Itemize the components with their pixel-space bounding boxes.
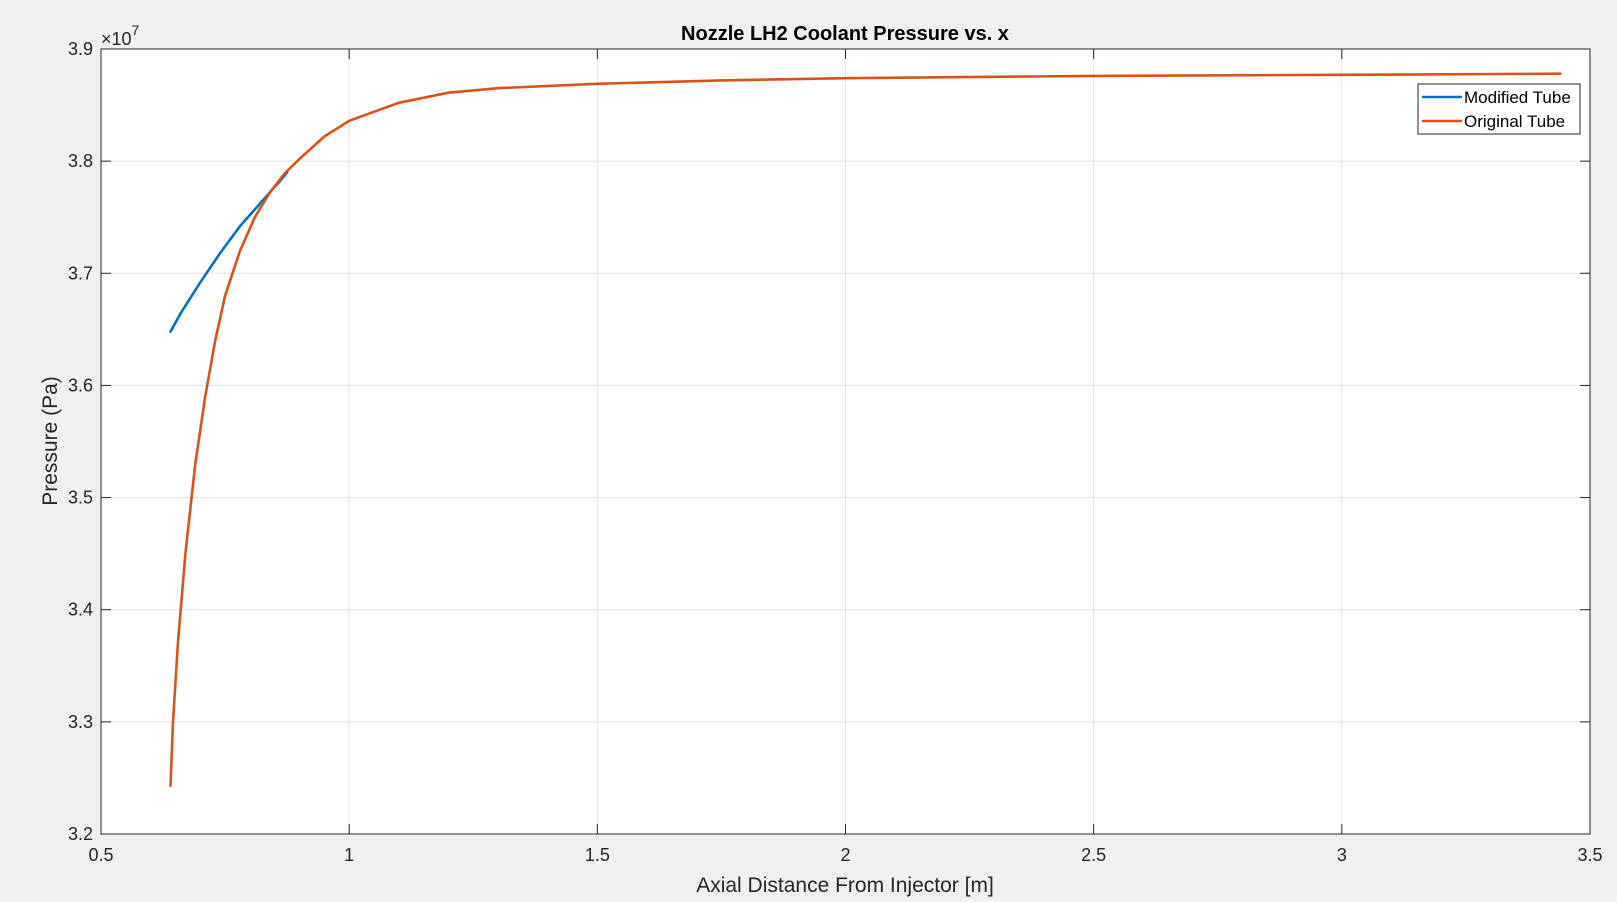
y-tick-label: 3.5: [68, 488, 93, 508]
series-line-2: [169, 72, 1562, 788]
ticks: 0.5 1 1.5 2 2.5 3 3.5 3.2 3.3 3.4 3.5 3.6 3.7 3.8 3.9: [68, 39, 1603, 865]
x-tick-label: 3: [1337, 845, 1347, 865]
y-tick-label: 3.9: [68, 39, 93, 59]
y-tick-label: 3.4: [68, 600, 93, 620]
legend[interactable]: Modified Tube Original Tube: [1417, 83, 1581, 135]
x-tick-label: 1: [344, 845, 354, 865]
y-exponent-power: 7: [132, 22, 140, 38]
x-axis-label: Axial Distance From Injector [m]: [696, 874, 994, 897]
y-tick-label: 3.2: [68, 824, 93, 844]
chart-title: Nozzle LH2 Coolant Pressure vs. x: [681, 23, 1009, 45]
legend-box: [1417, 83, 1581, 135]
x-tick-label: 2: [840, 845, 850, 865]
legend-label: Modified Tube: [1464, 88, 1571, 107]
y-exponent: ×107: [101, 22, 140, 49]
x-tick-label: 2.5: [1081, 845, 1106, 865]
y-tick-label: 3.7: [68, 263, 93, 283]
y-tick-label: 3.6: [68, 375, 93, 395]
y-axis-label: Pressure (Pa): [39, 376, 62, 506]
x-tick-label: 1.5: [585, 845, 610, 865]
y-tick-label: 3.8: [68, 151, 93, 171]
x-tick-label: 3.5: [1577, 845, 1602, 865]
y-tick-label: 3.3: [68, 712, 93, 732]
series-layer: [169, 72, 1562, 788]
x-tick-label: 0.5: [88, 845, 113, 865]
y-exponent-base: ×10: [101, 29, 132, 49]
legend-label: Original Tube: [1464, 112, 1565, 131]
